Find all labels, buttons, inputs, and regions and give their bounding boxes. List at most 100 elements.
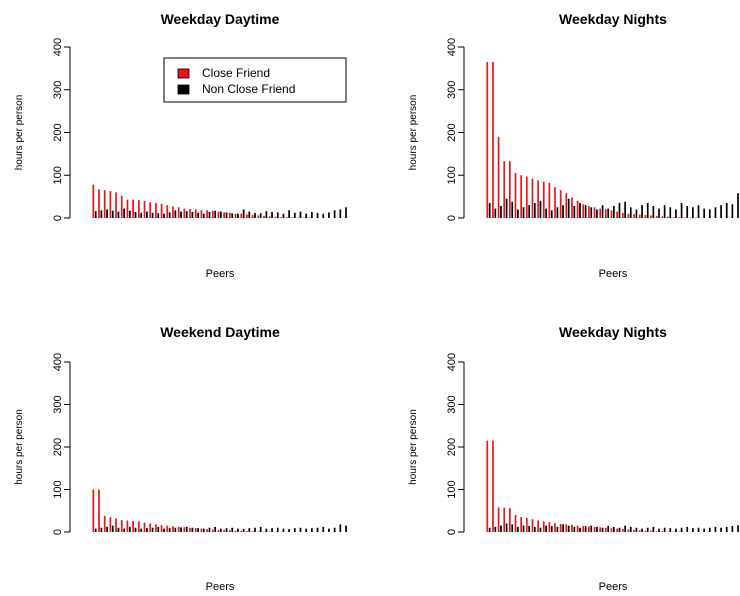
bar-close-friend [514, 173, 517, 218]
bar-non-close-friend [618, 203, 621, 218]
bar-non-close-friend [265, 211, 268, 218]
bar-close-friend [644, 215, 647, 218]
bar-non-close-friend [720, 205, 722, 218]
bar-non-close-friend [100, 527, 103, 532]
bar-non-close-friend [328, 528, 330, 532]
bar-non-close-friend [311, 212, 313, 218]
bar-close-friend [217, 529, 220, 533]
bar-close-friend [217, 211, 220, 218]
bar-non-close-friend [151, 212, 154, 218]
bar-non-close-friend [259, 526, 262, 532]
y-tick-label: 300 [52, 395, 64, 413]
bar-close-friend [268, 216, 271, 218]
bar-non-close-friend [601, 527, 604, 532]
bar-non-close-friend [248, 211, 251, 218]
bar-non-close-friend [322, 526, 325, 532]
bar-non-close-friend [500, 525, 502, 533]
chart-title: Weekend Daytime [160, 324, 280, 340]
bar-close-friend [503, 507, 506, 532]
bar-non-close-friend [157, 213, 160, 218]
bar-close-friend [655, 215, 658, 218]
y-tick-label: 0 [52, 529, 64, 535]
bar-non-close-friend [345, 207, 347, 218]
bar-non-close-friend [231, 527, 234, 532]
y-tick-label: 100 [52, 480, 64, 498]
bar-non-close-friend [613, 206, 615, 218]
bar-close-friend [240, 213, 243, 218]
y-tick-label: 300 [446, 81, 458, 99]
bar-close-friend [200, 528, 203, 532]
chart-panel-1: Weekday Daytime Peers hours per person 0 100… [14, 11, 347, 280]
bar-close-friend [599, 527, 602, 532]
bar-non-close-friend [288, 210, 290, 218]
bar-close-friend [531, 178, 534, 218]
y-tick-label: 100 [446, 166, 458, 184]
bar-non-close-friend [522, 207, 525, 218]
bar-close-friend [571, 524, 573, 532]
bar-close-friend [610, 528, 613, 532]
bar-non-close-friend [550, 210, 553, 218]
bar-non-close-friend [128, 526, 131, 532]
bar-non-close-friend [663, 205, 666, 218]
bar-close-friend [234, 213, 237, 218]
bar-close-friend [211, 210, 214, 218]
bar-non-close-friend [737, 525, 739, 532]
bar-close-friend [599, 208, 602, 218]
bar-non-close-friend [197, 212, 199, 218]
bar-non-close-friend [180, 211, 182, 218]
bar-non-close-friend [607, 208, 610, 218]
bar-non-close-friend [146, 528, 148, 532]
bar-close-friend [554, 523, 556, 532]
bar-close-friend [531, 519, 534, 532]
x-axis-label: Peers [599, 581, 628, 593]
bar-close-friend [650, 530, 652, 532]
y-tick-label: 200 [446, 438, 458, 456]
bar-close-friend [537, 520, 539, 532]
bar-non-close-friend [339, 209, 342, 218]
bar-non-close-friend [225, 212, 228, 218]
bar-non-close-friend [163, 528, 165, 532]
bar-close-friend [177, 207, 180, 218]
bar-non-close-friend [202, 213, 205, 218]
bar-close-friend [115, 518, 117, 532]
bar-close-friend [223, 529, 226, 533]
bar-non-close-friend [562, 205, 564, 218]
bar-close-friend [189, 527, 191, 532]
bar-non-close-friend [680, 203, 683, 218]
y-tick-label: 200 [446, 123, 458, 141]
bar-non-close-friend [168, 528, 171, 532]
bar-non-close-friend [305, 528, 308, 532]
bar-close-friend [644, 530, 647, 532]
bar-close-friend [514, 515, 517, 532]
bar-non-close-friend [271, 528, 273, 532]
bar-close-friend [98, 489, 100, 532]
bar-non-close-friend [714, 207, 717, 218]
bar-close-friend [206, 210, 208, 218]
bar-close-friend [285, 217, 288, 218]
bar-close-friend [571, 197, 573, 218]
bar-non-close-friend [573, 206, 576, 218]
bar-non-close-friend [191, 212, 194, 218]
bar-non-close-friend [134, 527, 137, 532]
bar-non-close-friend [202, 528, 205, 532]
bar-non-close-friend [629, 207, 632, 218]
bar-close-friend [137, 521, 140, 533]
legend-box [163, 57, 347, 103]
bar-non-close-friend [242, 529, 245, 532]
chart-title: Weekday Nights [559, 324, 667, 340]
bar-close-friend [627, 529, 630, 532]
bar-close-friend [638, 214, 641, 218]
bar-non-close-friend [708, 209, 711, 218]
bar-non-close-friend [128, 210, 131, 218]
bar-close-friend [132, 199, 134, 218]
bar-close-friend [621, 529, 624, 532]
bar-non-close-friend [220, 528, 222, 532]
bar-close-friend [655, 531, 658, 532]
bar-close-friend [554, 187, 556, 218]
bar-close-friend [109, 191, 112, 218]
bar-close-friend [166, 205, 169, 218]
bar-non-close-friend [123, 528, 125, 532]
bar-close-friend [211, 529, 214, 532]
legend: Close Friend Non Close Friend [163, 57, 347, 103]
legend-label: Non Close Friend [202, 82, 295, 96]
